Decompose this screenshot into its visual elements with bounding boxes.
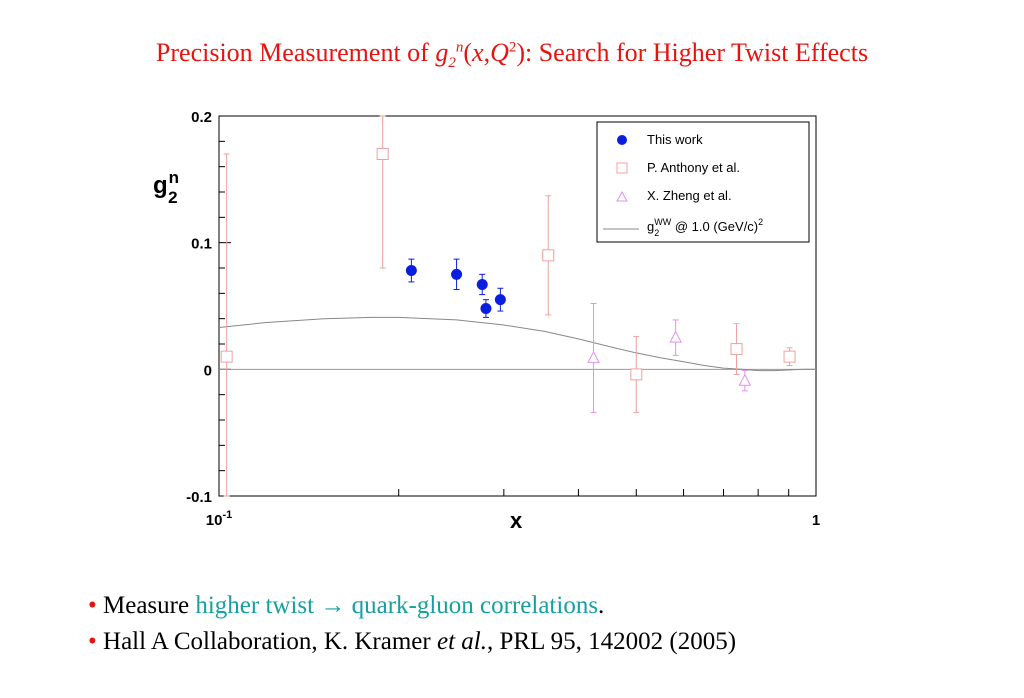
data-point-zheng [738, 373, 752, 386]
legend-label-this-work: This work [647, 132, 703, 147]
g2-ww-curve [218, 316, 816, 372]
x-axis-label: x [510, 508, 523, 533]
bullet-list: • Measure higher twist → quark-gluon cor… [88, 588, 736, 660]
points-layer [220, 115, 796, 497]
data-point-anthony [376, 148, 389, 160]
slide-title: Precision Measurement of g2n(x,Q2): Sear… [0, 38, 1024, 72]
title-x: x [472, 38, 484, 67]
bullet-dot: • [88, 628, 97, 655]
bullet-item-2: • Hall A Collaboration, K. Kramer et al.… [88, 624, 736, 660]
bullet-end: . [598, 592, 605, 619]
title-prefix: Precision Measurement of [155, 38, 436, 67]
citation-text: , PRL 95, 142002 (2005) [486, 628, 737, 655]
y-tick-label: 0 [204, 362, 212, 379]
legend-box [596, 121, 810, 243]
et-al-text: et al. [436, 628, 487, 655]
data-point-zheng [587, 350, 600, 363]
title-g: g [435, 38, 449, 67]
data-point-anthony [630, 368, 643, 381]
legend-marker-zheng [616, 190, 628, 202]
y-tick-label: 0.1 [191, 236, 212, 253]
title-sup2: 2 [508, 39, 517, 56]
legend-label-zheng: X. Zheng et al. [647, 188, 732, 203]
y-tick-label: 0.2 [191, 109, 212, 126]
title-paren-open: ( [463, 38, 473, 67]
title-comma: , [483, 38, 491, 67]
y-axis-label: gn 2 [153, 168, 179, 207]
legend-marker-this-work [617, 135, 627, 145]
data-point-this-work [405, 265, 417, 277]
title-supn: n [455, 39, 464, 56]
bullet-dot: • [88, 592, 97, 619]
bullet-item-1: • Measure higher twist → quark-gluon cor… [88, 588, 736, 624]
higher-twist-text: higher twist [195, 592, 321, 619]
data-point-this-work [480, 303, 492, 315]
data-point-anthony [783, 350, 796, 363]
data-point-this-work [494, 294, 506, 306]
data-point-anthony [730, 343, 743, 356]
data-point-anthony [220, 350, 233, 363]
data-point-this-work [476, 278, 488, 290]
bullet-text: Measure [103, 592, 196, 619]
x-tick-label: 10-1 [206, 509, 232, 529]
data-point-anthony [542, 249, 555, 262]
arrow-icon: → [320, 592, 346, 619]
x-tick-label: 1 [812, 512, 820, 529]
data-point-zheng [669, 330, 682, 343]
y-tick-label: -0.1 [186, 489, 212, 506]
title-suffix: ): Search for Higher Twist Effects [516, 38, 869, 67]
correlations-text: quark-gluon correlations [345, 592, 599, 619]
legend-marker-anthony [616, 162, 628, 174]
legend-label-curve: gWW 2 @ 1.0 (GeV/c)2 [647, 217, 763, 238]
bullet-text: Hall A Collaboration, K. Kramer [103, 628, 437, 655]
data-point-this-work [451, 268, 463, 280]
plot-frame [218, 115, 817, 497]
title-sub2: 2 [448, 55, 456, 72]
legend: This work P. Anthony et al. X. Zheng et … [603, 132, 763, 238]
title-q: Q [490, 38, 509, 67]
curve-layer [218, 316, 816, 372]
legend-label-anthony: P. Anthony et al. [647, 160, 740, 175]
tick-labels: 0.2 0.1 0 -0.1 10-1 1 [186, 109, 820, 529]
